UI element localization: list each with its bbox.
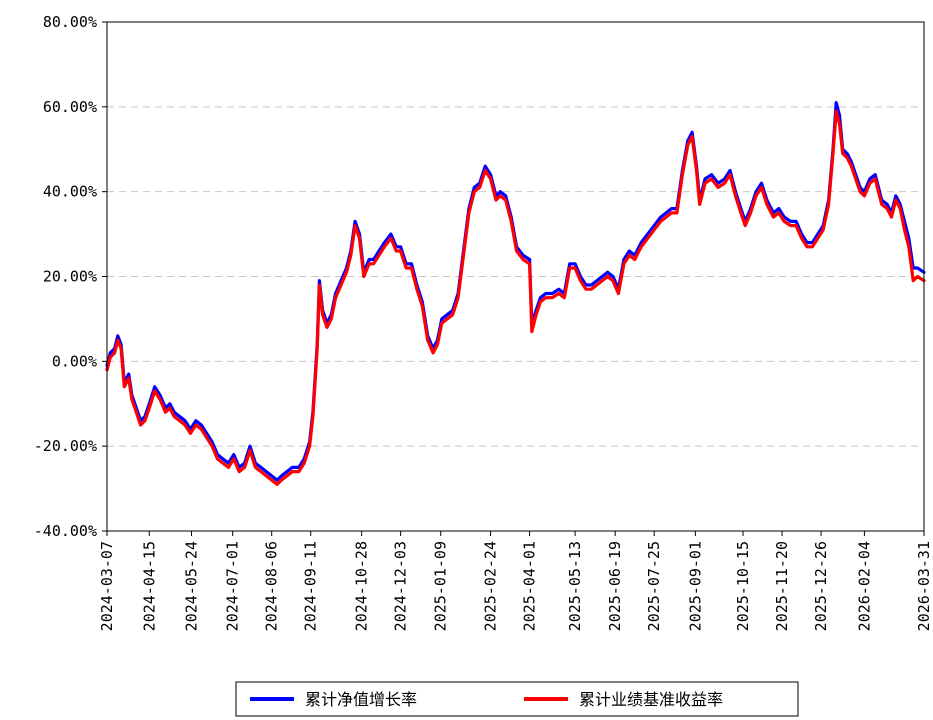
x-tick-label: 2025-06-19: [606, 541, 624, 631]
legend-label-benchmark: 累计业绩基准收益率: [579, 690, 723, 709]
y-tick-label: 20.00%: [43, 268, 97, 286]
x-tick-label: 2025-02-24: [482, 541, 500, 631]
y-tick-label: 40.00%: [43, 183, 97, 201]
x-tick-label: 2026-03-31: [915, 541, 933, 631]
series-line-1: [105, 109, 926, 486]
legend-box: [235, 681, 799, 717]
y-tick-label: -40.00%: [34, 522, 97, 540]
series-lines: [105, 100, 926, 486]
y-tick-label: 60.00%: [43, 98, 97, 116]
x-tick-label: 2025-05-13: [566, 541, 584, 631]
x-tick-label: 2024-04-15: [140, 541, 158, 631]
series-line-0: [105, 100, 926, 482]
x-axis-ticks: 2024-03-07 2024-04-15 2024-05-24 2024-07-01…: [98, 531, 933, 631]
grid: [107, 106, 924, 447]
x-tick-label: 2025-01-09: [432, 541, 450, 631]
x-tick-label: 2024-03-07: [98, 541, 116, 631]
x-tick-label: 2024-05-24: [183, 541, 201, 631]
x-tick-label: 2025-07-25: [645, 541, 663, 631]
x-tick-label: 2024-12-03: [392, 541, 410, 631]
x-tick-label: 2024-07-01: [224, 541, 242, 631]
x-tick-label: 2025-04-01: [521, 541, 539, 631]
y-tick-label: -20.00%: [34, 437, 97, 455]
y-tick-label: 80.00%: [43, 13, 97, 31]
x-tick-label: 2025-11-20: [773, 541, 791, 631]
legend-label-net-value: 累计净值增长率: [305, 690, 417, 709]
x-tick-label: 2024-09-11: [302, 541, 320, 631]
x-tick-label: 2025-09-01: [686, 541, 704, 631]
y-axis-ticks: -40.00% -20.00% 0.00% 20.00% 40.00% 60.00% 80.…: [34, 13, 107, 540]
x-tick-label: 2026-02-04: [855, 541, 873, 631]
x-tick-label: 2024-10-28: [353, 541, 371, 631]
y-tick-label: 0.00%: [52, 352, 97, 370]
legend: 累计净值增长率 累计业绩基准收益率: [235, 681, 799, 717]
x-tick-label: 2025-10-15: [734, 541, 752, 631]
x-tick-label: 2024-08-06: [263, 541, 281, 631]
x-tick-label: 2025-12-26: [812, 541, 830, 631]
